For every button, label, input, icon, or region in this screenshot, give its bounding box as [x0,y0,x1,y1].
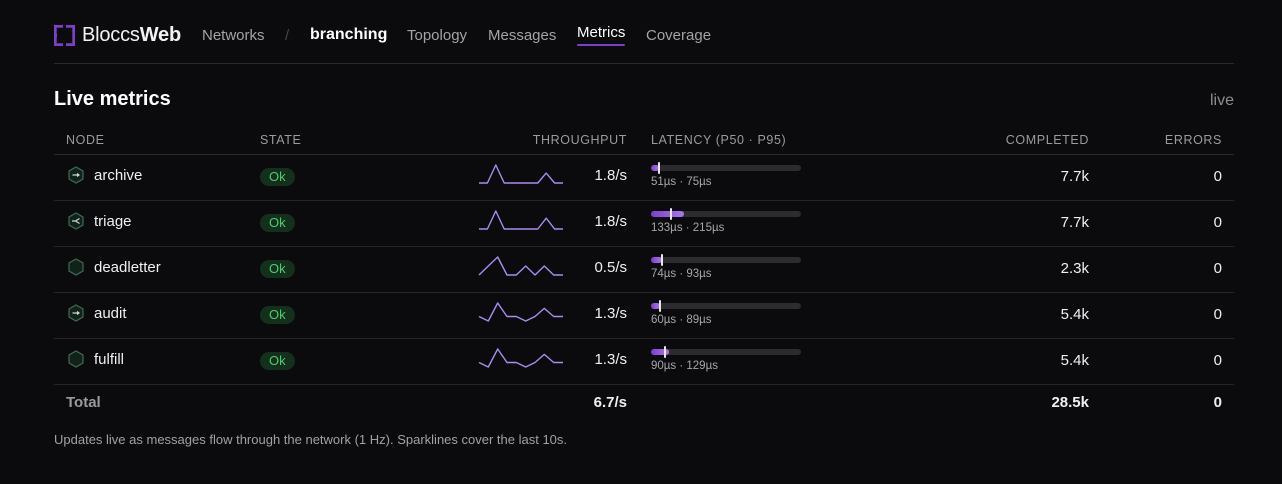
latency-text: 133µs · 215µs [651,222,725,234]
col-state: STATE [260,133,302,147]
col-errors: ERRORS [1164,133,1222,147]
logo-text-part1: Bloccs [82,24,140,46]
nav-networks[interactable]: Networks [202,27,265,44]
errors-value: 0 [1213,168,1222,185]
section-title: Live metrics [54,88,171,110]
plain-hex-icon [67,258,85,281]
logo[interactable]: BloccsWeb [54,24,181,47]
state-badge: Ok [260,260,295,278]
node-name[interactable]: fulfill [94,351,125,368]
nav-current-network: branching [310,26,388,43]
table-row[interactable]: archive Ok 1.8/s 51µs · 75µs 7.7k 0 [54,155,1234,201]
completed-value: 7.7k [1060,168,1089,185]
nav-topology[interactable]: Topology [407,27,468,44]
throughput-value: 1.8/s [594,213,627,230]
throughput-value: 1.3/s [594,305,627,322]
bloccs-logo-icon [54,25,75,46]
sparkline-path [478,348,563,368]
logo-text-part2: Web [139,24,181,46]
errors-value: 0 [1213,306,1222,323]
metrics-table: NODE STATE THROUGHPUT LATENCY (P50 · P95… [54,126,1234,425]
col-latency: LATENCY (P50 · P95) [651,133,787,147]
total-throughput: 6.7/s [593,394,627,411]
sparkline-path [479,164,563,184]
state-badge: Ok [260,306,295,324]
completed-value: 2.3k [1060,260,1089,277]
node-name[interactable]: audit [94,305,127,322]
total-completed: 28.5k [1051,394,1089,411]
latency-text: 60µs · 89µs [651,314,712,326]
node-name[interactable]: deadletter [94,259,161,276]
latency-p50-marker [657,162,660,174]
latency-p50-marker [659,300,661,312]
latency-p95-fill [651,257,662,263]
top-nav: BloccsWeb Networks / branching Topology … [54,0,1234,64]
plain-hex-icon [67,350,85,373]
col-node: NODE [66,133,105,147]
total-row: Total 6.7/s 28.5k 0 [54,385,1234,425]
footnote: Updates live as messages flow through th… [54,432,568,447]
total-errors: 0 [1213,394,1222,411]
table-body: archive Ok 1.8/s 51µs · 75µs 7.7k 0 triage Ok 1.… [54,155,1234,385]
latency-bar [651,208,801,220]
col-throughput: THROUGHPUT [532,133,627,147]
errors-value: 0 [1213,260,1222,277]
latency-p50-marker [660,254,663,266]
throughput-value: 1.8/s [594,167,627,184]
latency-text: 51µs · 75µs [651,176,712,188]
table-header: NODE STATE THROUGHPUT LATENCY (P50 · P95… [54,126,1234,155]
sink-hex-icon [67,304,85,327]
table-row[interactable]: audit Ok 1.3/s 60µs · 89µs 5.4k 0 [54,293,1234,339]
table-row[interactable]: triage Ok 1.8/s 133µs · 215µs 7.7k 0 [54,201,1234,247]
latency-p50-marker [669,208,672,220]
throughput-sparkline [478,256,563,276]
latency-p95-fill [651,303,660,309]
nav-coverage[interactable]: Coverage [646,27,712,44]
nav-messages[interactable]: Messages [488,27,557,44]
sparkline-path [478,256,563,276]
throughput-value: 1.3/s [594,351,627,368]
throughput-sparkline [479,164,563,184]
node-name[interactable]: archive [94,167,143,184]
errors-value: 0 [1213,214,1222,231]
completed-value: 5.4k [1060,352,1089,369]
sink-hex-icon [67,166,85,189]
sparkline-path [479,210,563,230]
throughput-sparkline [479,210,563,230]
total-label: Total [66,394,101,411]
sparkline-path [478,302,563,322]
latency-p95-fill [651,165,659,171]
live-status: live [1209,92,1234,109]
latency-p95-fill [651,349,669,355]
latency-p95-fill [651,211,684,217]
latency-text: 90µs · 129µs [651,360,718,372]
nav-separator: / [285,27,290,44]
state-badge: Ok [260,352,295,370]
throughput-sparkline [478,302,563,322]
latency-bar [651,254,801,266]
completed-value: 5.4k [1060,306,1089,323]
table-row[interactable]: deadletter Ok 0.5/s 74µs · 93µs 2.3k 0 [54,247,1234,293]
throughput-value: 0.5/s [594,259,627,276]
latency-bar [651,300,801,312]
router-hex-icon [67,212,85,235]
nav-metrics[interactable]: Metrics [577,24,626,46]
latency-text: 74µs · 93µs [651,268,712,280]
latency-p50-marker [663,346,666,358]
errors-value: 0 [1213,352,1222,369]
completed-value: 7.7k [1060,214,1089,231]
state-badge: Ok [260,168,295,186]
node-name[interactable]: triage [94,213,132,230]
logo-text: BloccsWeb [82,24,181,47]
throughput-sparkline [478,348,563,368]
table-row[interactable]: fulfill Ok 1.3/s 90µs · 129µs 5.4k 0 [54,339,1234,385]
latency-bar [651,346,801,358]
state-badge: Ok [260,214,295,232]
col-completed: COMPLETED [1005,133,1089,147]
latency-bar [651,162,801,174]
